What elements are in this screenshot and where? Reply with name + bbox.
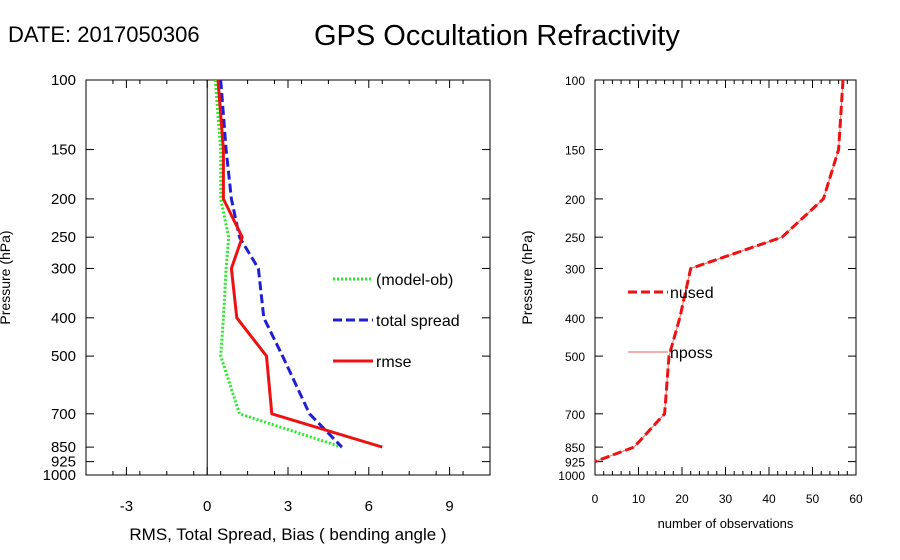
y-tick-label: 925 [565, 456, 585, 470]
chart-title: GPS Occultation Refractivity [314, 20, 680, 52]
x-tick-label: -3 [120, 498, 133, 515]
left-panel-bending-angle: -3 0 3 6 9 100 150 200 250 300 400 500 700 8509251000… [0, 72, 491, 544]
legend-label: total spread [376, 313, 460, 330]
y-tick-label: 250 [51, 229, 76, 246]
y-tick-label: 400 [51, 310, 76, 327]
series-line-totalspread [219, 79, 343, 449]
y-tick-label: 200 [51, 191, 76, 208]
legend-label: nposs [670, 345, 713, 362]
x-tick-label: 6 [365, 498, 373, 515]
x-tick-label: 10 [632, 492, 646, 506]
y-tick-label: 500 [565, 350, 585, 364]
legend-label: rmse [376, 354, 412, 371]
y-tick-label: 1000 [558, 469, 585, 483]
plot-frame [594, 79, 857, 476]
x-tick-label: 50 [806, 492, 820, 506]
y-tick-label: 700 [565, 408, 585, 422]
y-tick-label: 1000 [43, 467, 76, 484]
x-tick-label: 40 [762, 492, 776, 506]
x-tick-label: 0 [203, 498, 211, 515]
y-tick-label: 700 [51, 406, 76, 423]
y-tick-label: 400 [565, 312, 585, 326]
y-tick-label: 925 [51, 454, 76, 471]
x-tick-label: 60 [849, 492, 863, 506]
x-tick-label: 3 [284, 498, 292, 515]
y-axis-label: Pressure (hPa) [519, 230, 535, 324]
y-tick-label: 500 [51, 348, 76, 365]
x-tick-label: 30 [719, 492, 733, 506]
legend-label: nused [670, 285, 714, 302]
y-tick-label: 850 [51, 439, 76, 456]
legend-label: (model-ob) [376, 272, 453, 289]
y-tick-label: 150 [51, 142, 76, 159]
y-tick-label: 150 [565, 144, 585, 158]
series-line-nused [594, 79, 845, 464]
series-line-nposs [594, 79, 844, 463]
y-tick-label: 100 [51, 72, 76, 89]
date-label: DATE: 2017050306 [8, 22, 200, 47]
y-tick-label: 300 [51, 260, 76, 277]
y-tick-label: 250 [565, 231, 585, 245]
x-axis-label: RMS, Total Spread, Bias ( bending angle … [129, 525, 446, 544]
right-panel-observations: 0 10 20 30 40 50 60 100 150 200 250 300 400 500 700 850… [519, 74, 863, 531]
x-tick-label: 0 [592, 492, 599, 506]
y-tick-label: 200 [565, 193, 585, 207]
series-line-modelob [213, 79, 343, 449]
y-tick-label: 850 [565, 441, 585, 455]
x-tick-label: 20 [675, 492, 689, 506]
series-line-rmse [216, 79, 383, 449]
y-tick-label: 100 [565, 74, 585, 88]
x-axis-label: number of observations [658, 516, 794, 531]
y-axis-label: Pressure (hPa) [0, 230, 13, 324]
x-tick-label: 9 [445, 498, 453, 515]
y-tick-label: 300 [565, 262, 585, 276]
